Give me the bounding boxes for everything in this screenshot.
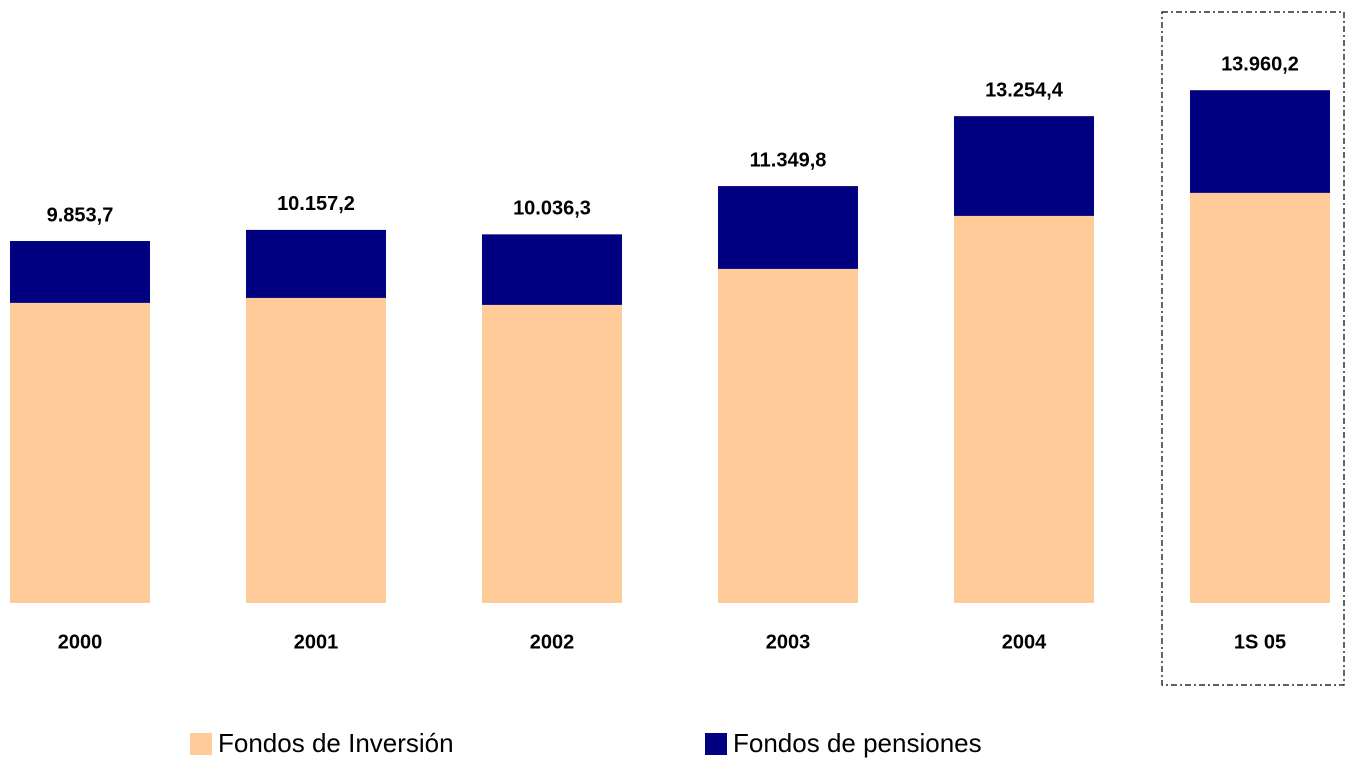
x-tick-label: 2001 xyxy=(294,631,339,653)
bar-segment xyxy=(10,302,150,603)
bar-segment xyxy=(1190,192,1330,604)
legend-label: Fondos de Inversión xyxy=(218,728,454,758)
total-label: 9.853,7 xyxy=(47,204,114,226)
legend-swatch xyxy=(705,733,727,755)
x-tick-label: 2000 xyxy=(58,631,103,653)
legend-swatch xyxy=(190,733,212,755)
x-tick-label: 2004 xyxy=(1002,631,1047,653)
total-label: 10.036,3 xyxy=(513,198,591,220)
x-tick-label: 1S 05 xyxy=(1234,631,1286,653)
total-label: 13.254,4 xyxy=(985,79,1064,101)
highlight-box xyxy=(1161,11,1345,686)
bar-segment xyxy=(718,186,858,269)
x-tick-label: 2003 xyxy=(766,631,811,653)
bar-segment xyxy=(246,229,386,298)
bar-segment xyxy=(954,215,1094,604)
x-tick-label: 2002 xyxy=(530,631,575,653)
bar-segment xyxy=(718,268,858,603)
bar-segment xyxy=(482,304,622,603)
bar-segment xyxy=(246,297,386,603)
total-label: 11.349,8 xyxy=(750,149,827,171)
bar-segment xyxy=(10,241,150,303)
total-label: 13.960,2 xyxy=(1221,53,1299,75)
bar-segment xyxy=(482,234,622,305)
total-label: 10.157,2 xyxy=(277,193,355,215)
bar-segment xyxy=(1190,90,1330,193)
bar-segment xyxy=(954,116,1094,216)
legend-label: Fondos de pensiones xyxy=(733,728,982,758)
